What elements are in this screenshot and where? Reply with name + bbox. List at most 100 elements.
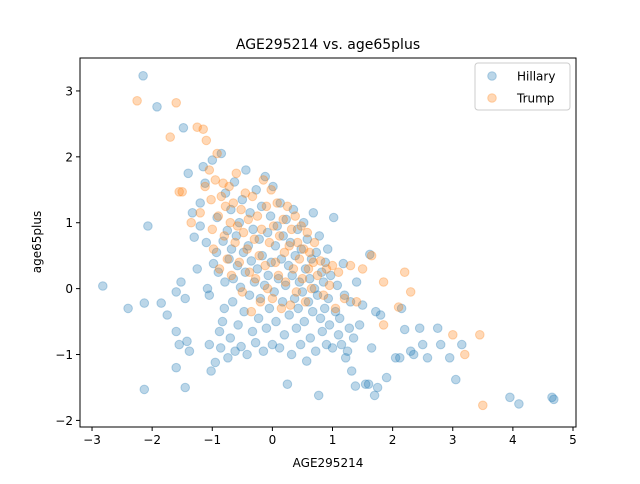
scatter-point-trump bbox=[186, 217, 196, 228]
scatter-point-hillary bbox=[396, 303, 407, 314]
scatter-point-trump bbox=[261, 201, 272, 212]
scatter-point-hillary bbox=[399, 324, 410, 335]
scatter-point-hillary bbox=[549, 394, 559, 405]
legend-marker-trump bbox=[487, 93, 497, 103]
scatter-point-hillary bbox=[263, 270, 274, 281]
scatter-point-hillary bbox=[327, 343, 338, 353]
scatter-point-hillary bbox=[363, 379, 374, 390]
scatter-point-hillary bbox=[247, 326, 258, 337]
scatter-point-hillary bbox=[195, 221, 205, 231]
scatter-point-trump bbox=[206, 194, 216, 205]
scatter-point-trump bbox=[212, 148, 222, 159]
scatter-point-trump bbox=[306, 283, 317, 294]
scatter-point-hillary bbox=[312, 290, 323, 301]
scatter-point-hillary bbox=[308, 208, 319, 218]
scatter-point-hillary bbox=[279, 330, 290, 340]
scatter-point-hillary bbox=[334, 313, 345, 324]
scatter-point-hillary bbox=[451, 374, 461, 385]
scatter-point-hillary bbox=[233, 320, 243, 330]
scatter-point-hillary bbox=[180, 293, 190, 304]
scatter-point-trump bbox=[282, 201, 293, 212]
scatter-point-hillary bbox=[251, 185, 262, 195]
scatter-point-trump bbox=[280, 277, 291, 287]
scatter-point-hillary bbox=[243, 241, 254, 251]
scatter-point-hillary bbox=[238, 247, 249, 258]
scatter-point-trump bbox=[228, 198, 239, 208]
scatter-point-hillary bbox=[325, 270, 336, 281]
scatter-point-trump bbox=[254, 250, 265, 261]
scatter-point-hillary bbox=[245, 208, 255, 218]
scatter-point-hillary bbox=[346, 366, 357, 376]
scatter-point-hillary bbox=[313, 390, 324, 401]
scatter-point-trump bbox=[222, 254, 233, 264]
scatter-point-trump bbox=[399, 267, 410, 278]
scatter-point-hillary bbox=[505, 392, 515, 403]
scatter-point-trump bbox=[218, 178, 228, 188]
scatter-point-hillary bbox=[98, 281, 108, 291]
scatter-point-trump bbox=[318, 290, 329, 301]
scatter-point-hillary bbox=[547, 392, 557, 403]
scatter-point-hillary bbox=[408, 349, 419, 360]
scatter-point-hillary bbox=[390, 353, 401, 363]
scatter-point-hillary bbox=[225, 333, 236, 343]
scatter-point-trump bbox=[208, 244, 219, 254]
scatter-point-hillary bbox=[252, 264, 263, 274]
scatter-point-hillary bbox=[182, 336, 192, 347]
scatter-point-hillary bbox=[435, 339, 446, 350]
scatter-point-trump bbox=[247, 191, 258, 202]
legend-label-hillary: Hillary bbox=[517, 70, 555, 84]
scatter-point-hillary bbox=[152, 102, 162, 112]
scatter-point-hillary bbox=[265, 211, 276, 221]
scatter-point-hillary bbox=[314, 231, 325, 241]
scatter-point-trump bbox=[327, 260, 338, 271]
scatter-point-hillary bbox=[171, 326, 181, 337]
scatter-point-hillary bbox=[239, 306, 249, 317]
scatter-point-hillary bbox=[244, 290, 255, 301]
scatter-point-hillary bbox=[255, 293, 266, 304]
scatter-point-trump bbox=[266, 185, 277, 195]
scatter-point-trump bbox=[230, 237, 240, 248]
legend-marker-hillary bbox=[487, 71, 497, 81]
scatter-point-hillary bbox=[246, 256, 257, 266]
scatter-point-hillary bbox=[275, 198, 286, 208]
scatter-point-hillary bbox=[360, 379, 371, 390]
scatter-point-hillary bbox=[322, 244, 333, 254]
scatter-point-trump bbox=[234, 257, 245, 268]
y-tick-label: 3 bbox=[65, 84, 73, 98]
scatter-point-trump bbox=[315, 256, 326, 266]
scatter-point-hillary bbox=[139, 384, 150, 395]
scatter-point-hillary bbox=[264, 303, 275, 314]
scatter-point-hillary bbox=[319, 303, 330, 314]
scatter-point-hillary bbox=[414, 323, 425, 334]
scatter-point-hillary bbox=[351, 277, 362, 287]
scatter-point-hillary bbox=[294, 277, 305, 287]
scatter-point-hillary bbox=[354, 320, 365, 330]
scatter-point-hillary bbox=[369, 390, 380, 401]
x-tick-label: 5 bbox=[569, 433, 577, 447]
scatter-point-hillary bbox=[345, 297, 356, 307]
scatter-point-trump bbox=[357, 264, 368, 274]
scatter-point-hillary bbox=[174, 339, 184, 350]
scatter-point-hillary bbox=[269, 287, 280, 297]
legend-label-trump: Trump bbox=[516, 92, 554, 106]
scatter-point-trump bbox=[378, 277, 389, 287]
scatter-point-hillary bbox=[123, 303, 133, 314]
scatter-point-hillary bbox=[180, 382, 190, 393]
scatter-point-hillary bbox=[257, 250, 268, 261]
scatter-point-hillary bbox=[307, 306, 318, 317]
scatter-point-trump bbox=[238, 227, 249, 238]
y-axis: −2 −1 0 1 2 3 bbox=[55, 84, 80, 428]
y-tick-label: 2 bbox=[65, 150, 73, 164]
scatter-point-trump bbox=[300, 297, 311, 307]
scatter-point-hillary bbox=[250, 337, 261, 348]
x-axis-label: AGE295214 bbox=[293, 456, 364, 470]
scatter-point-hillary bbox=[278, 231, 289, 241]
scatter-point-hillary bbox=[284, 310, 295, 320]
x-axis: −3 −2 −1 0 1 2 3 4 5 bbox=[83, 427, 577, 447]
scatter-point-hillary bbox=[204, 290, 215, 301]
scatter-point-hillary bbox=[249, 277, 260, 287]
scatter-point-trump bbox=[207, 224, 218, 235]
y-tick-label: 0 bbox=[65, 282, 73, 296]
scatter-point-hillary bbox=[324, 320, 335, 330]
